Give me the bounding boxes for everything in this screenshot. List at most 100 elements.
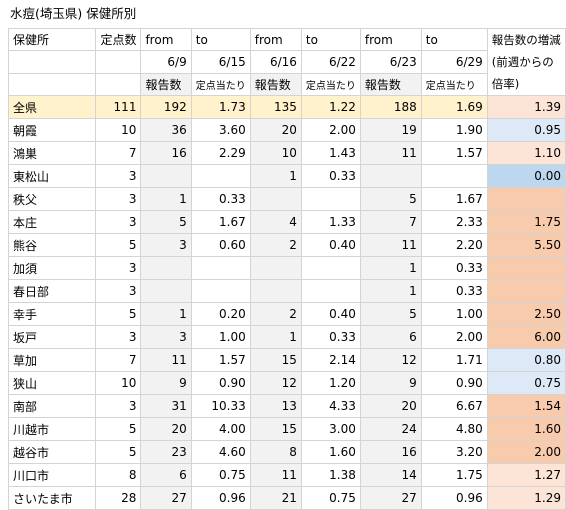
data-cell: 20 bbox=[140, 417, 192, 441]
data-cell bbox=[249, 279, 302, 303]
data-cell: 5 bbox=[95, 417, 142, 441]
data-cell bbox=[300, 187, 361, 211]
data-cell: 0.75 bbox=[190, 463, 251, 487]
data-cell: 2.29 bbox=[190, 141, 251, 165]
data-cell: 12 bbox=[249, 371, 302, 395]
data-cell: 0.75 bbox=[486, 371, 566, 395]
data-cell bbox=[249, 256, 302, 280]
data-cell: 本庄 bbox=[7, 210, 97, 234]
data-cell: 6 bbox=[140, 463, 192, 487]
data-cell: 21 bbox=[249, 486, 302, 510]
data-cell: 20 bbox=[249, 118, 302, 142]
header-cell: 報告数 bbox=[249, 72, 302, 97]
data-cell: 4.00 bbox=[190, 417, 251, 441]
data-cell: 2.50 bbox=[486, 302, 566, 326]
data-cell: 5 bbox=[140, 210, 192, 234]
data-cell: 4.33 bbox=[300, 394, 361, 418]
data-cell: 8 bbox=[95, 463, 142, 487]
data-cell: 27 bbox=[359, 486, 422, 510]
data-cell: 13 bbox=[249, 394, 302, 418]
data-cell: 0.40 bbox=[300, 233, 361, 257]
data-cell: 2.00 bbox=[300, 118, 361, 142]
data-cell: 11 bbox=[359, 141, 422, 165]
data-cell: 3 bbox=[95, 256, 142, 280]
header-cell: 定点数 bbox=[95, 27, 142, 52]
data-cell bbox=[486, 187, 566, 211]
data-cell: 2.14 bbox=[300, 348, 361, 372]
data-row: さいたま市 28 27 0.96 21 0.75 27 0.96 1.29 bbox=[7, 486, 566, 510]
data-cell: 0.33 bbox=[190, 187, 251, 211]
data-cell: 11 bbox=[249, 463, 302, 487]
data-cell: 3.60 bbox=[190, 118, 251, 142]
data-cell: 1.75 bbox=[486, 210, 566, 234]
data-cell: 1.67 bbox=[190, 210, 251, 234]
data-cell bbox=[249, 187, 302, 211]
data-row: 越谷市 5 23 4.60 8 1.60 16 3.20 2.00 bbox=[7, 440, 566, 464]
data-cell: 3.00 bbox=[300, 417, 361, 441]
data-cell: 0.75 bbox=[300, 486, 361, 510]
data-row: 加須 3 1 0.33 bbox=[7, 256, 566, 280]
data-cell: 1.67 bbox=[420, 187, 488, 211]
data-cell bbox=[140, 256, 192, 280]
data-cell: 1.39 bbox=[486, 95, 566, 119]
data-cell: 6 bbox=[359, 325, 422, 349]
data-cell: 2.20 bbox=[420, 233, 488, 257]
header-cell: 6/22 bbox=[300, 50, 361, 74]
data-cell: 0.90 bbox=[420, 371, 488, 395]
data-cell: 0.33 bbox=[300, 325, 361, 349]
data-cell: 10.33 bbox=[190, 394, 251, 418]
header-cell: 定点当たり bbox=[300, 72, 361, 97]
data-cell: 坂戸 bbox=[7, 325, 97, 349]
data-cell: 幸手 bbox=[7, 302, 97, 326]
data-cell: 9 bbox=[359, 371, 422, 395]
data-row: 本庄 3 5 1.67 4 1.33 7 2.33 1.75 bbox=[7, 210, 566, 234]
data-cell: 2.00 bbox=[420, 325, 488, 349]
header-cell: 6/23 bbox=[359, 50, 422, 74]
header-cell: 定点当たり bbox=[190, 72, 251, 97]
data-cell bbox=[486, 256, 566, 280]
data-cell: 15 bbox=[249, 417, 302, 441]
data-cell: 12 bbox=[359, 348, 422, 372]
data-cell bbox=[300, 279, 361, 303]
data-cell: 3 bbox=[95, 210, 142, 234]
data-cell: 14 bbox=[359, 463, 422, 487]
data-cell: 10 bbox=[95, 371, 142, 395]
data-cell: 1.73 bbox=[190, 95, 251, 119]
header-cell: 保健所 bbox=[7, 27, 97, 52]
data-cell: 16 bbox=[140, 141, 192, 165]
data-cell: 草加 bbox=[7, 348, 97, 372]
data-cell: 3 bbox=[95, 279, 142, 303]
data-cell: 鴻巣 bbox=[7, 141, 97, 165]
data-cell: 1 bbox=[249, 164, 302, 188]
data-cell: 1.54 bbox=[486, 394, 566, 418]
data-cell: 加須 bbox=[7, 256, 97, 280]
data-cell: 1.69 bbox=[420, 95, 488, 119]
data-row: 狭山 10 9 0.90 12 1.20 9 0.90 0.75 bbox=[7, 371, 566, 395]
data-cell: 1.27 bbox=[486, 463, 566, 487]
header-cell bbox=[7, 50, 97, 74]
data-cell: 0.33 bbox=[300, 164, 361, 188]
header-cell: from bbox=[249, 27, 302, 52]
data-cell: 1.60 bbox=[486, 417, 566, 441]
data-cell: 16 bbox=[359, 440, 422, 464]
data-cell bbox=[190, 279, 251, 303]
data-cell: 3 bbox=[140, 233, 192, 257]
data-row: 川口市 8 6 0.75 11 1.38 14 1.75 1.27 bbox=[7, 463, 566, 487]
data-cell: 5 bbox=[95, 440, 142, 464]
data-cell: 川口市 bbox=[7, 463, 97, 487]
data-cell: 1 bbox=[359, 279, 422, 303]
data-cell: 0.96 bbox=[420, 486, 488, 510]
data-cell: 28 bbox=[95, 486, 142, 510]
data-row: 全県 111 192 1.73 135 1.22 188 1.69 1.39 bbox=[7, 95, 566, 119]
data-cell: 0.80 bbox=[486, 348, 566, 372]
header-cell bbox=[95, 72, 142, 97]
data-cell: 1.20 bbox=[300, 371, 361, 395]
data-cell: 15 bbox=[249, 348, 302, 372]
header-row: 保健所 定点数 from to from to from to 報告数の増減(前週からの倍率) bbox=[7, 27, 566, 96]
data-cell: 8 bbox=[249, 440, 302, 464]
data-cell: 3.20 bbox=[420, 440, 488, 464]
data-cell: 熊谷 bbox=[7, 233, 97, 257]
data-row: 草加 7 11 1.57 15 2.14 12 1.71 0.80 bbox=[7, 348, 566, 372]
data-cell: 6.00 bbox=[486, 325, 566, 349]
